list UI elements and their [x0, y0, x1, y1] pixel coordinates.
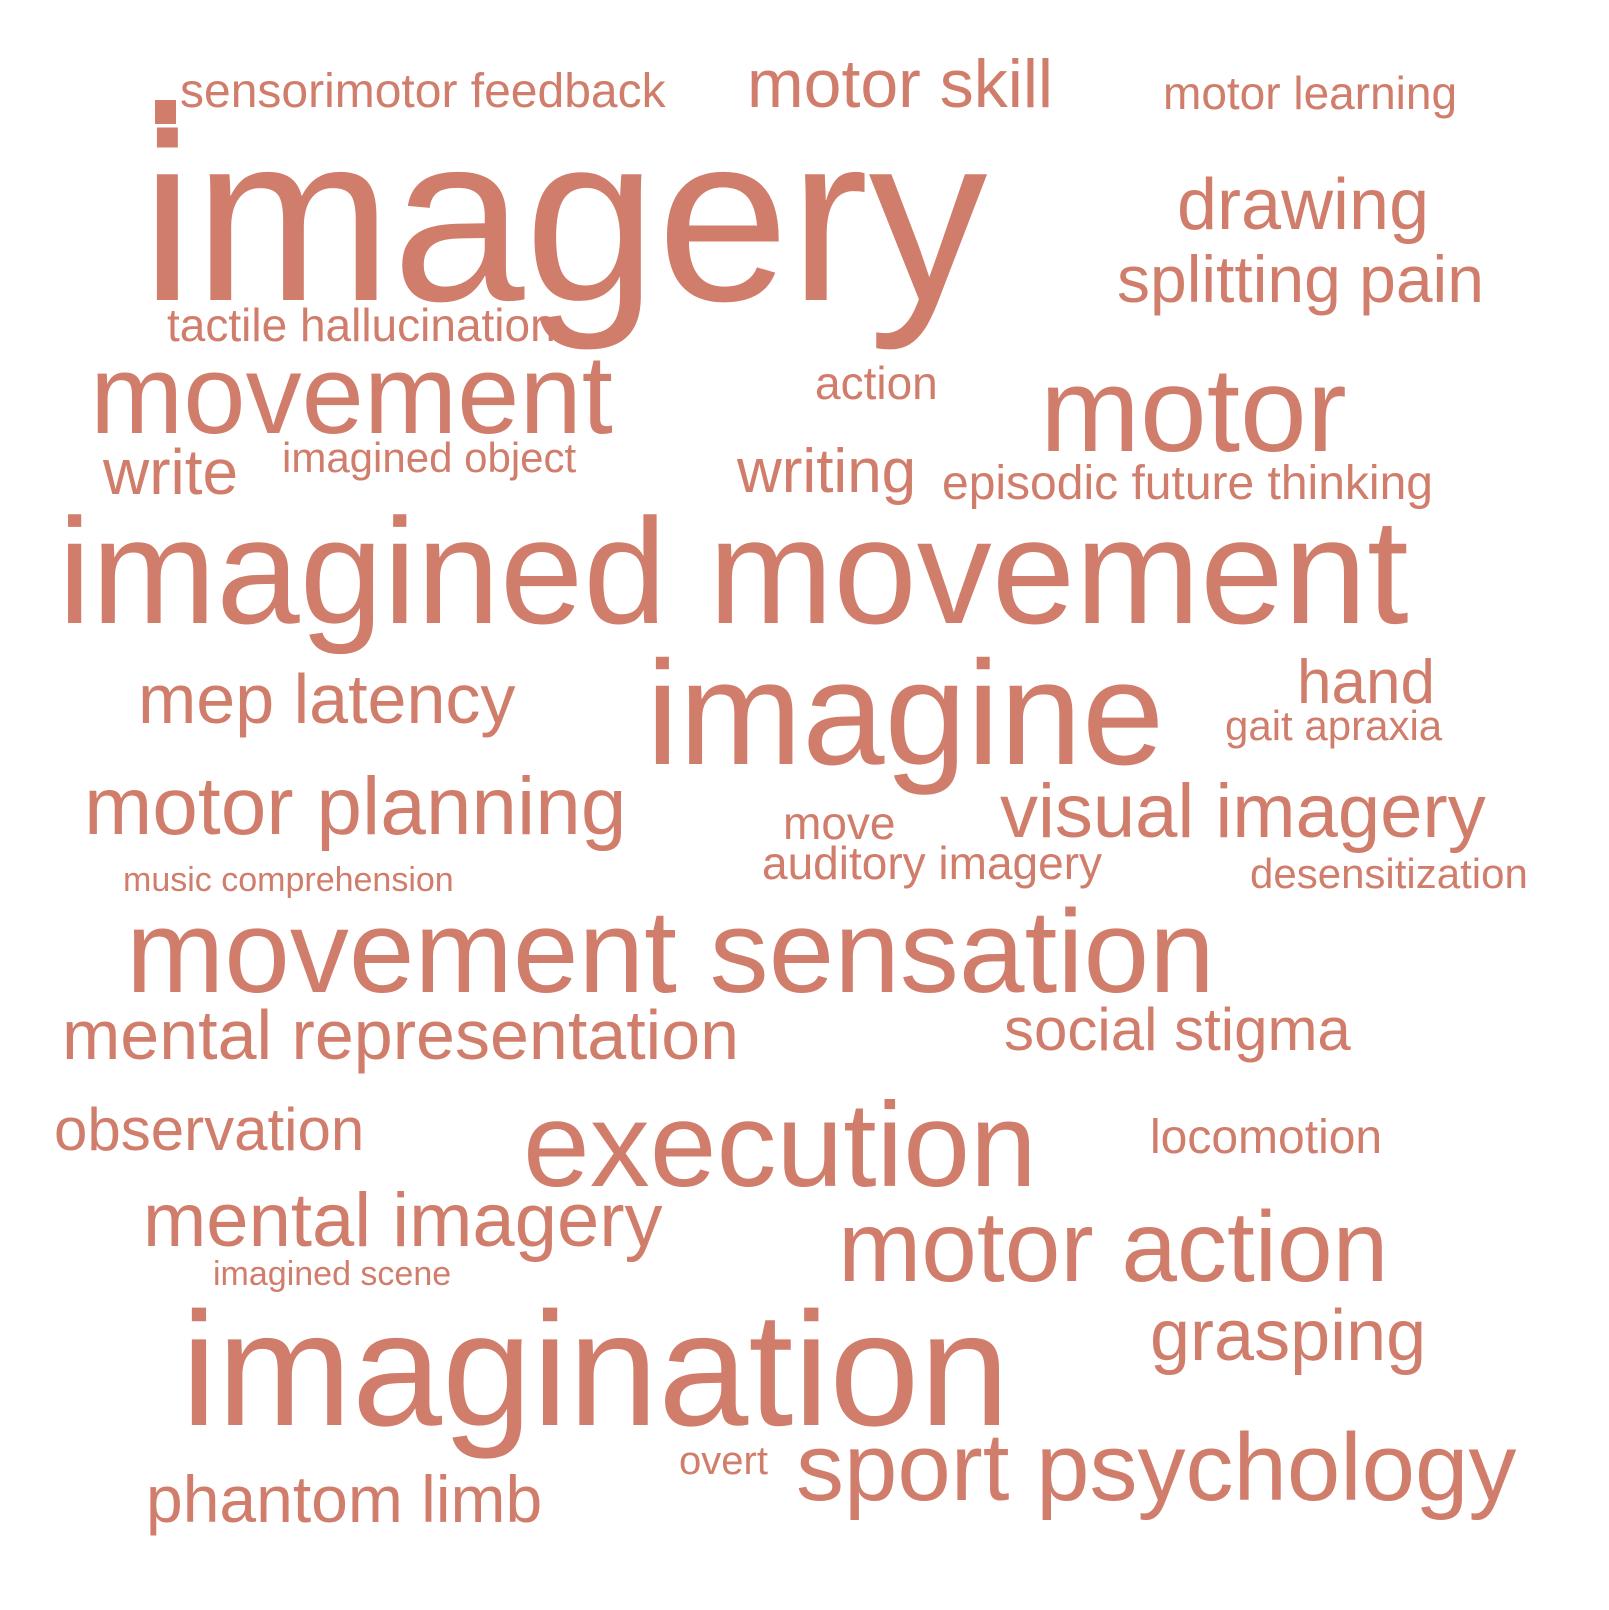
word-social-stigma: social stigma: [1004, 996, 1351, 1063]
word-grasping: grasping: [1150, 1296, 1427, 1376]
word-write: write: [103, 436, 239, 508]
word-locomotion: locomotion: [1150, 1111, 1383, 1164]
square-marker: [155, 100, 176, 124]
word-observation: observation: [54, 1096, 365, 1163]
word-imagination: imagination: [181, 1279, 1010, 1460]
word-imagined-movement: imagined movement: [58, 487, 1409, 655]
word-movement: movement: [90, 332, 613, 457]
word-tactile-hallucination: tactile hallucination: [167, 299, 556, 351]
word-motor-planning: motor planning: [84, 761, 627, 852]
word-overt: overt: [679, 1439, 768, 1483]
word-sport-psychology: sport psychology: [796, 1414, 1517, 1521]
word-movement-sensation: movement sensation: [126, 886, 1215, 1018]
word-motor-action: motor action: [838, 1191, 1389, 1303]
word-episodic-future-thinking: episodic future thinking: [942, 457, 1433, 510]
word-hand: hand: [1297, 648, 1435, 717]
word-music-comprehension: music comprehension: [123, 861, 454, 899]
word-action: action: [815, 357, 938, 409]
word-motor-learning: motor learning: [1163, 67, 1458, 119]
word-phantom-limb: phantom limb: [146, 1462, 543, 1536]
word-splitting-pain: splitting pain: [1117, 242, 1484, 316]
word-imagine: imagine: [646, 631, 1165, 796]
word-writing: writing: [737, 437, 917, 506]
word-mental-imagery: mental imagery: [143, 1178, 663, 1263]
word-imagined-object: imagined object: [282, 434, 577, 481]
word-drawing: drawing: [1177, 165, 1430, 245]
word-mental-representation: mental representation: [62, 996, 740, 1074]
word-imagery: imagery: [141, 86, 988, 351]
word-move: move: [783, 797, 896, 849]
word-visual-imagery: visual imagery: [1000, 769, 1486, 854]
word-sensorimotor-feedback: sensorimotor feedback: [180, 65, 666, 118]
word-motor-skill: motor skill: [747, 46, 1054, 122]
word-motor: motor: [1040, 343, 1347, 477]
word-gait-apraxia: gait apraxia: [1225, 702, 1443, 749]
word-desensitization: desensitization: [1250, 850, 1528, 897]
word-mep-latency: mep latency: [138, 660, 516, 738]
word-auditory-imagery: auditory imagery: [762, 837, 1103, 889]
word-imagined-scene: imagined scene: [213, 1255, 452, 1293]
word-execution: execution: [523, 1078, 1037, 1212]
